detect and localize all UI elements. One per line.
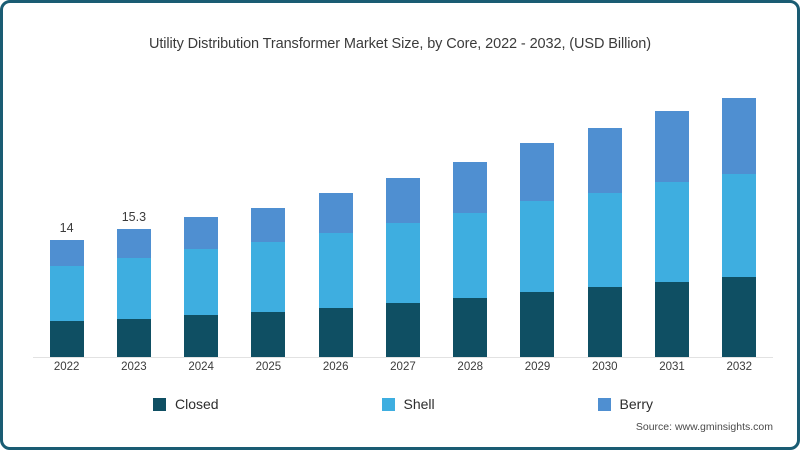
- bar-value-label: 15.3: [121, 210, 147, 225]
- bar-group: 15.3: [100, 73, 167, 357]
- x-axis-tick-labels: 2022 2023 2024 2025 2026 2027 2028 2029 2030 2031…: [33, 361, 773, 381]
- x-tick-label: 2022: [53, 361, 80, 373]
- bar-group: [369, 73, 436, 357]
- bar-segment-shell[interactable]: [385, 223, 420, 303]
- stacked-bar[interactable]: [520, 143, 555, 357]
- legend-label: Closed: [175, 396, 219, 412]
- bar-segment-shell[interactable]: [116, 258, 151, 319]
- legend-item-closed[interactable]: Closed: [153, 396, 219, 412]
- legend-swatch-icon: [381, 397, 395, 411]
- x-tick-label: 2028: [457, 361, 484, 373]
- chart-legend: Closed Shell Berry: [153, 393, 653, 415]
- bar-segment-closed[interactable]: [116, 318, 151, 357]
- bar-segment-shell[interactable]: [520, 200, 555, 292]
- x-tick-label: 2024: [188, 361, 214, 373]
- stacked-bar[interactable]: [655, 111, 690, 357]
- bar-segment-closed[interactable]: [49, 321, 84, 357]
- bar-group: [706, 73, 773, 357]
- bar-segment-closed[interactable]: [587, 286, 622, 357]
- bar-group: [639, 73, 706, 357]
- bar-segment-berry[interactable]: [49, 240, 84, 266]
- bar-group: [235, 73, 302, 357]
- bar-segment-berry[interactable]: [587, 128, 622, 194]
- legend-swatch-icon: [597, 397, 611, 411]
- legend-label: Berry: [619, 396, 653, 412]
- stacked-bar[interactable]: [587, 128, 622, 357]
- bar-segment-berry[interactable]: [251, 207, 286, 242]
- stacked-bar[interactable]: [722, 98, 757, 357]
- bar-segment-berry[interactable]: [116, 229, 151, 259]
- legend-item-berry[interactable]: Berry: [597, 396, 653, 412]
- bar-segment-shell[interactable]: [184, 249, 219, 316]
- bar-group: [168, 73, 235, 357]
- plot-area: 14 15.3: [33, 73, 773, 358]
- bar-segment-closed[interactable]: [453, 297, 488, 357]
- x-tick-label: 2023: [121, 361, 147, 373]
- bar-segment-closed[interactable]: [722, 276, 757, 357]
- bar-segment-berry[interactable]: [453, 161, 488, 213]
- bar-group: [302, 73, 369, 357]
- legend-swatch-icon: [153, 397, 166, 411]
- source-attribution: Source: www.gminsights.com: [635, 421, 773, 433]
- bar-segment-closed[interactable]: [251, 311, 286, 357]
- x-tick-label: 2030: [591, 361, 618, 373]
- x-tick-label: 2025: [255, 361, 282, 373]
- bar-segment-closed[interactable]: [385, 302, 420, 357]
- bar-value-label: 14: [59, 221, 74, 236]
- x-tick-label: 2031: [659, 361, 685, 373]
- bar-segment-berry[interactable]: [184, 216, 219, 250]
- stacked-bar[interactable]: [184, 216, 219, 357]
- x-tick-label: 2026: [322, 361, 349, 373]
- bar-segment-berry[interactable]: [722, 98, 757, 175]
- bar-group: [504, 73, 571, 357]
- bar-group: [437, 73, 504, 357]
- bar-segment-shell[interactable]: [251, 241, 286, 312]
- bar-segment-shell[interactable]: [49, 265, 84, 322]
- bar-series-container: 14 15.3: [33, 73, 773, 357]
- chart-title: Utility Distribution Transformer Market …: [149, 36, 651, 52]
- legend-label: Shell: [403, 396, 435, 412]
- stacked-bar[interactable]: [385, 178, 420, 357]
- stacked-bar[interactable]: [318, 193, 353, 357]
- x-tick-label: 2029: [524, 361, 551, 373]
- stacked-bar[interactable]: [251, 207, 286, 357]
- stacked-bar[interactable]: 15.3: [116, 210, 151, 357]
- bar-segment-closed[interactable]: [655, 281, 690, 357]
- stacked-bar[interactable]: [453, 161, 488, 357]
- x-axis-line: [33, 357, 773, 358]
- stacked-bar[interactable]: 14: [49, 221, 84, 357]
- bar-segment-berry[interactable]: [385, 178, 420, 224]
- bar-segment-shell[interactable]: [655, 182, 690, 282]
- legend-item-shell[interactable]: Shell: [381, 396, 435, 412]
- x-tick-label: 2027: [390, 361, 416, 373]
- bar-segment-shell[interactable]: [587, 193, 622, 287]
- bar-group: 14: [33, 73, 100, 357]
- bar-segment-shell[interactable]: [722, 174, 757, 277]
- bar-segment-shell[interactable]: [453, 212, 488, 298]
- x-tick-label: 2032: [726, 361, 753, 373]
- bar-segment-closed[interactable]: [318, 307, 353, 357]
- bar-segment-berry[interactable]: [520, 143, 555, 201]
- bar-segment-closed[interactable]: [520, 291, 555, 357]
- bar-group: [571, 73, 638, 357]
- bar-segment-berry[interactable]: [655, 111, 690, 183]
- bar-segment-berry[interactable]: [318, 193, 353, 233]
- bar-segment-shell[interactable]: [318, 232, 353, 308]
- bar-segment-closed[interactable]: [184, 315, 219, 357]
